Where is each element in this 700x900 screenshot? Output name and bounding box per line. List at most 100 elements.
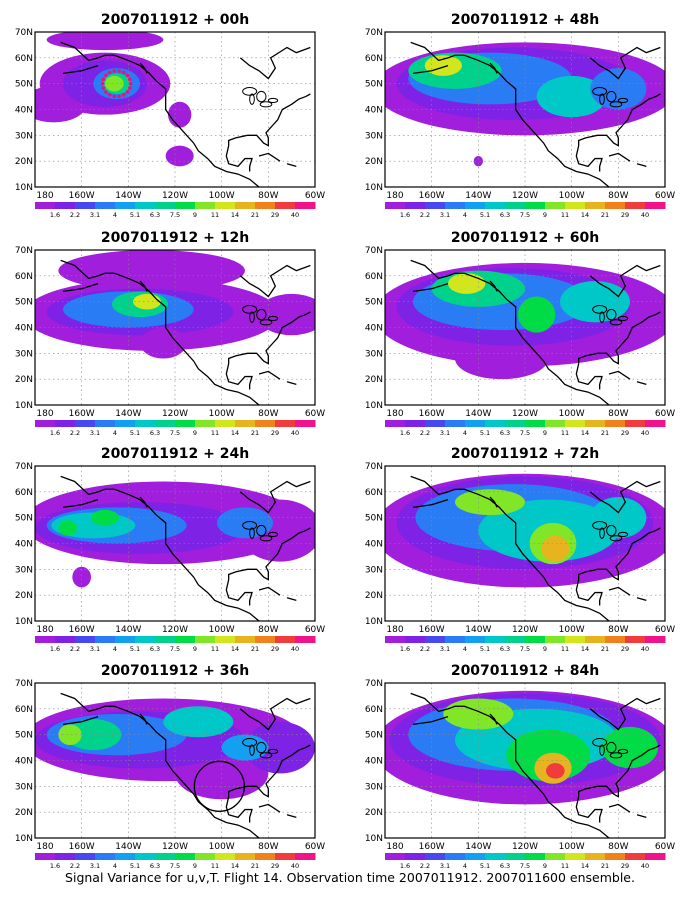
great-lake <box>592 87 608 96</box>
colorbar-swatch <box>465 202 486 209</box>
latitude-label: 60N <box>15 272 33 282</box>
longitude-label: 120W <box>162 409 188 419</box>
great-lake <box>609 101 623 108</box>
coastline <box>139 713 148 725</box>
variance-contour <box>541 535 570 562</box>
colorbar-label: 6.3 <box>500 862 510 870</box>
figure-caption: Signal Variance for u,v,T. Flight 14. Ob… <box>65 870 635 885</box>
colorbar-label: 1.6 <box>50 211 60 219</box>
coastline <box>578 744 661 798</box>
longitude-label: 120W <box>512 191 538 201</box>
longitude-label: 80W <box>608 842 628 852</box>
colorbar-swatch <box>645 853 666 860</box>
colorbar-label: 4 <box>463 429 467 437</box>
longitude-label: 140W <box>115 191 141 201</box>
latitude-label: 10N <box>365 834 383 844</box>
map-panel: 2007011912 + 24h 10N 20N 30N 40N 50N 60N 70N 180… <box>15 446 325 653</box>
panel-title: 2007011912 + 84h <box>451 663 599 679</box>
colorbar-swatch <box>625 202 646 209</box>
longitude-label: 80W <box>258 625 278 635</box>
variance-contour <box>58 250 245 292</box>
colorbar-label: 11 <box>211 862 219 870</box>
longitude-label: 180 <box>36 409 53 419</box>
colorbar-label: 7.5 <box>170 862 180 870</box>
colorbar-swatch <box>485 202 506 209</box>
colorbar-label: 1.6 <box>400 862 410 870</box>
great-lake <box>609 535 623 542</box>
colorbar-label: 21 <box>601 211 609 219</box>
colorbar-label: 3.1 <box>90 429 100 437</box>
coastline <box>578 311 661 365</box>
latitude-label: 50N <box>365 514 383 524</box>
colorbar-swatch <box>35 853 56 860</box>
colorbar-swatch <box>585 636 606 643</box>
colorbar-label: 14 <box>231 429 239 437</box>
longitude-label: 140W <box>465 842 491 852</box>
colorbar-label: 21 <box>601 429 609 437</box>
longitude-label: 180 <box>386 625 403 635</box>
coastline <box>410 41 610 187</box>
colorbar-swatch <box>95 420 116 427</box>
longitude-label: 160W <box>419 191 445 201</box>
latitude-label: 10N <box>15 834 33 844</box>
coastline <box>410 692 610 838</box>
map-frame <box>34 249 316 406</box>
observation-point <box>112 94 117 99</box>
map-frame <box>34 465 316 622</box>
colorbar-label: 1.6 <box>50 645 60 653</box>
colorbar-label: 2.2 <box>420 645 430 653</box>
coastline <box>589 480 661 514</box>
coastline <box>258 586 281 596</box>
colorbar-swatch <box>385 853 406 860</box>
great-lake <box>599 311 605 323</box>
colorbar-swatch <box>385 202 406 209</box>
latitude-label: 30N <box>365 131 383 141</box>
panel-title: 2007011912 + 60h <box>451 230 599 246</box>
great-lake <box>267 531 279 538</box>
coastline <box>225 796 253 823</box>
colorbar-swatch <box>195 202 216 209</box>
great-lake <box>249 527 255 539</box>
panel-title: 2007011912 + 24h <box>101 446 249 462</box>
map-panel: 2007011912 + 84h 10N 20N 30N 40N 50N 60N 70N 180… <box>365 663 675 870</box>
colorbar-swatch <box>175 636 196 643</box>
colorbar-label: 11 <box>561 211 569 219</box>
great-lake <box>259 319 273 326</box>
map-frame <box>34 31 316 188</box>
colorbar-label: 7.5 <box>520 211 530 219</box>
colorbar-label: 6.3 <box>150 211 160 219</box>
variance-contour <box>140 327 187 359</box>
colorbar-swatch <box>545 636 566 643</box>
great-lake <box>242 87 258 96</box>
colorbar-swatch <box>55 202 76 209</box>
coastline <box>608 586 631 596</box>
colorbar-swatch <box>75 636 96 643</box>
map-panel: 2007011912 + 00h 10N 20N 30N 40N 50N 60N 70N 180… <box>15 12 325 219</box>
colorbar-label: 21 <box>251 862 259 870</box>
colorbar-label: 29 <box>621 429 629 437</box>
colorbar-swatch <box>35 202 56 209</box>
colorbar-label: 40 <box>641 429 649 437</box>
longitude-label: 160W <box>69 191 95 201</box>
colorbar-swatch <box>215 853 236 860</box>
colorbar-swatch <box>95 853 116 860</box>
colorbar-swatch <box>545 853 566 860</box>
coastline <box>62 498 99 508</box>
variance-contour <box>518 296 556 333</box>
colorbar-swatch <box>235 636 256 643</box>
colorbar-swatch <box>605 853 626 860</box>
latitude-label: 40N <box>365 324 383 334</box>
colorbar-swatch <box>255 202 276 209</box>
great-lake <box>592 521 608 530</box>
coastline <box>575 579 603 606</box>
colorbar-label: 29 <box>621 645 629 653</box>
colorbar-label: 4 <box>113 429 117 437</box>
observation-point <box>104 73 108 78</box>
longitude-label: 100W <box>559 842 585 852</box>
colorbar-label: 21 <box>251 645 259 653</box>
coastline <box>489 62 498 74</box>
colorbar-swatch <box>195 420 216 427</box>
variance-contour <box>65 719 122 751</box>
variance-contour <box>256 293 315 336</box>
colorbar-swatch <box>605 636 626 643</box>
